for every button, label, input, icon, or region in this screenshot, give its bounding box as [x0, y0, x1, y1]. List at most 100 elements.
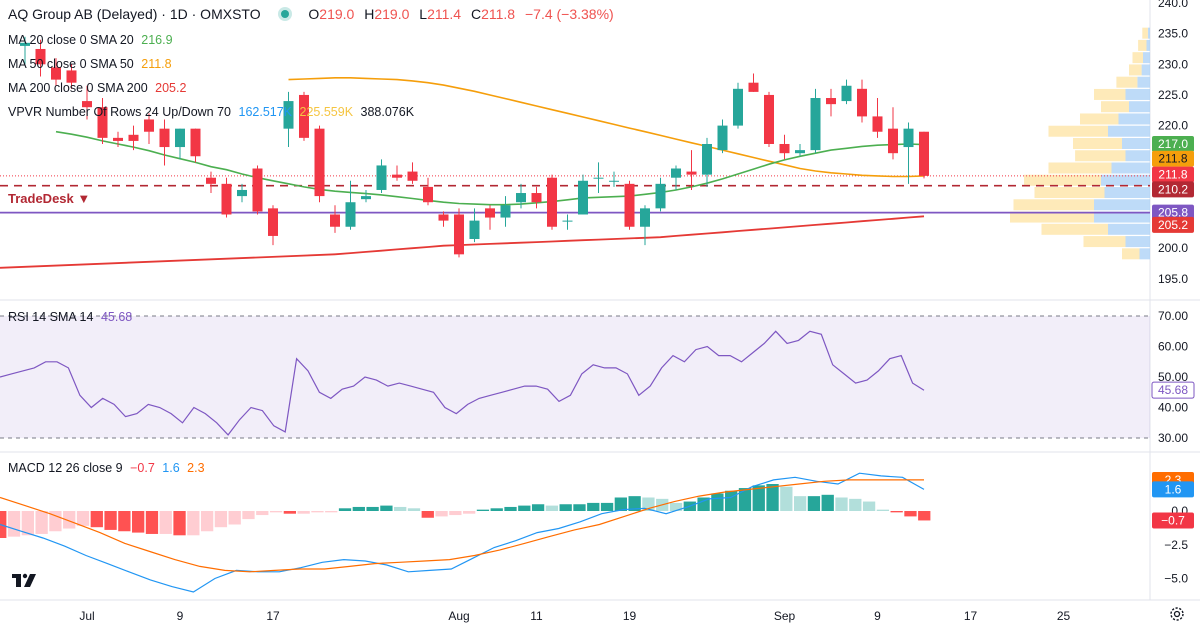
- candle-up: [345, 202, 356, 227]
- ohlc-low-key: L: [419, 6, 428, 22]
- legend-ma50[interactable]: MA 50 close 0 SMA 50 211.8: [8, 57, 176, 71]
- legend-ma20[interactable]: MA 20 close 0 SMA 20 216.9: [8, 33, 177, 47]
- vpvr-down-bar: [1094, 88, 1126, 100]
- macd-badge-bg: [1152, 512, 1194, 529]
- macd-histogram-bar: [476, 509, 490, 511]
- ma20-label: MA 20 close 0 SMA 20: [8, 33, 134, 47]
- time-tick-label: 9: [874, 609, 881, 623]
- legend-rsi[interactable]: RSI 14 SMA 14 45.68: [8, 310, 136, 324]
- vpvr-up-bar: [1143, 52, 1150, 64]
- tradedesk-label[interactable]: TradeDesk ▼: [8, 191, 91, 206]
- time-tick-label: Jul: [79, 609, 94, 623]
- gear-icon[interactable]: [1168, 605, 1186, 623]
- legend-vpvr[interactable]: VPVR Number Of Rows 24 Up/Down 70 162.51…: [8, 105, 418, 119]
- macd-histogram-bar: [118, 511, 131, 532]
- candle-down: [872, 116, 883, 132]
- macd-label: MACD 12 26 close 9: [8, 461, 123, 475]
- rsi-badge: 45.68: [1158, 383, 1188, 397]
- macd-histogram-bar: [835, 497, 848, 511]
- rsi-tick-label: 40.00: [1158, 401, 1188, 415]
- candle-down: [190, 128, 201, 157]
- candle-down: [423, 186, 433, 203]
- candle-up: [671, 168, 681, 178]
- candle-up: [562, 220, 573, 222]
- tradingview-logo-icon[interactable]: [10, 570, 38, 590]
- macd-histogram-bar: [173, 511, 186, 536]
- time-tick-label: 17: [266, 609, 280, 623]
- macd-histogram-bar: [738, 488, 752, 511]
- candle-up: [733, 88, 743, 126]
- macd-histogram-bar: [132, 511, 145, 533]
- macd-histogram-bar: [821, 494, 834, 511]
- macd-histogram-bar: [531, 504, 545, 511]
- time-tick-label: 19: [623, 609, 637, 623]
- candle-up: [655, 183, 666, 209]
- candle-up: [361, 196, 371, 200]
- price-badge-bg: [1152, 204, 1194, 221]
- price-badge: 217.0: [1158, 137, 1188, 151]
- macd-tick-label: −2.5: [1164, 538, 1188, 552]
- time-tick-label: Aug: [448, 609, 469, 623]
- vpvr-down-bar: [1048, 162, 1112, 174]
- vpvr-down-bar: [1024, 174, 1101, 186]
- time-tick-label: Sep: [774, 609, 796, 623]
- candle-down: [314, 128, 325, 197]
- rsi-tick-label: 70.00: [1158, 309, 1188, 323]
- macd-histogram-bar: [311, 511, 324, 513]
- macd-histogram-bar: [449, 511, 462, 516]
- ma50-label: MA 50 close 0 SMA 50: [8, 57, 134, 71]
- legend-macd[interactable]: MACD 12 26 close 9 −0.7 1.6 2.3: [8, 461, 209, 475]
- macd-histogram-bar: [504, 506, 517, 511]
- vpvr-down-bar: [1080, 113, 1119, 125]
- rsi-pane: [0, 315, 1150, 439]
- candle-up: [593, 177, 604, 179]
- candle-up: [516, 193, 526, 203]
- candle-down: [888, 128, 898, 154]
- vpvr-up-bar: [1125, 88, 1150, 100]
- candle-down: [547, 177, 557, 227]
- price-badge-bg: [1152, 150, 1194, 167]
- candle-up: [376, 165, 387, 190]
- macd-histogram-bar: [90, 511, 103, 528]
- vpvr-down-bar: [1013, 199, 1094, 211]
- macd-histogram-bar: [407, 508, 421, 511]
- ma200-label: MA 200 close 0 SMA 200: [8, 81, 148, 95]
- ohlc-high-value: 219.0: [374, 6, 410, 22]
- vpvr-down-bar: [1129, 64, 1142, 76]
- price-badge: 211.8: [1158, 168, 1187, 182]
- macd-histogram-bar: [711, 493, 724, 511]
- candle-down: [392, 174, 402, 178]
- macd-histogram-bar: [876, 509, 890, 511]
- candle-down: [764, 94, 774, 144]
- candle-down: [252, 168, 263, 212]
- vpvr-down-bar: [1122, 248, 1140, 260]
- candle-down: [299, 94, 309, 138]
- ma50-value: 211.8: [141, 57, 172, 71]
- macd-histogram-bar: [918, 511, 931, 521]
- price-axes[interactable]: 240.0235.0230.0225.0220.0215.0210.0205.0…: [1151, 0, 1195, 586]
- macd-histogram-bar: [297, 511, 310, 514]
- macd-histogram-bar: [780, 486, 793, 511]
- candle-up: [841, 85, 852, 102]
- macd-histogram-bar: [7, 511, 21, 537]
- macd-histogram-bar: [752, 485, 765, 511]
- rsi-badge-bg: [1152, 382, 1194, 399]
- macd-histogram-bar: [159, 511, 172, 534]
- symbol-title[interactable]: AQ Group AB (Delayed) · 1D · OMXSTO: [8, 6, 261, 22]
- macd-line: [0, 472, 925, 593]
- legend-ma200[interactable]: MA 200 close 0 SMA 200 205.2: [8, 81, 190, 95]
- time-tick-label: 25: [1057, 609, 1071, 623]
- macd-histogram-bar: [697, 497, 710, 511]
- price-tick-label: 200.0: [1158, 241, 1188, 255]
- candle-down: [748, 82, 759, 92]
- macd-histogram-bar: [394, 506, 407, 511]
- price-badge-bg: [1152, 181, 1194, 198]
- time-axis[interactable]: 17Jul917Aug1119Sep91725: [0, 609, 1070, 623]
- candle-down: [51, 67, 61, 80]
- candle-down: [826, 98, 836, 105]
- time-tick-label: 9: [177, 609, 184, 623]
- macd-hist-value: −0.7: [130, 461, 155, 475]
- macd-signal-line: [0, 479, 924, 573]
